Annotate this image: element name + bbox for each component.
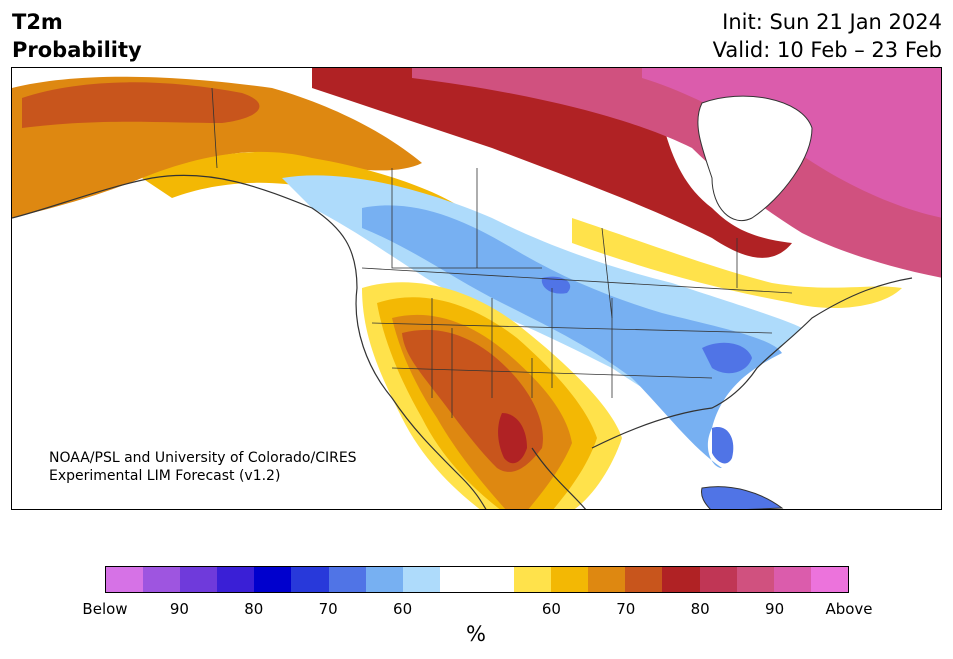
colorbar [105,566,849,593]
coastlines [12,174,913,509]
colorbar-tick-label: 80 [244,600,264,618]
valid-range: Valid: 10 Feb – 23 Feb [712,38,942,62]
colorbar-segment [365,567,403,592]
colorbar-segment [106,567,144,592]
colorbar-segment [736,567,774,592]
cool-region-florida [712,427,734,464]
colorbar-segment [402,567,440,592]
colorbar-segment [514,567,552,592]
north-america-map [12,68,941,509]
colorbar-segment [773,567,811,592]
colorbar-tick-label: 80 [690,600,710,618]
colorbar-tick-label: 70 [616,600,636,618]
colorbar-segment [662,567,700,592]
colorbar-segment [439,567,477,592]
colorbar-segment [625,567,663,592]
warm-region-alaska-inner [22,82,260,128]
cool-region-dark-east [702,342,752,374]
cool-region-dark [541,276,571,294]
credit-line2: Experimental LIM Forecast (v1.2) [49,468,281,484]
warm-region-canada-red [312,68,792,258]
colorbar-tick-label: 70 [318,600,338,618]
colorbar-tick-label: 60 [541,600,561,618]
colorbar-segment [180,567,218,592]
colorbar-segment [588,567,626,592]
colorbar-segment [810,567,848,592]
political-boundaries [211,87,793,418]
forecast-dates: Init: Sun 21 Jan 2024 Valid: 10 Feb – 23… [713,8,942,64]
map-title: T2m Probability [12,8,142,64]
colorbar-segment [291,567,329,592]
init-date: Init: Sun 21 Jan 2024 [722,10,942,34]
colorbar-unit: % [466,622,486,646]
colorbar-tick-label: Below [82,600,128,618]
colorbar-tick-label: Above [825,600,873,618]
colorbar-tick-label: 90 [765,600,785,618]
colorbar-segment [328,567,366,592]
hudson-bay [697,95,813,221]
colorbar-tick-label: 90 [169,600,189,618]
colorbar-segment [217,567,255,592]
title-variable: T2m [12,10,63,34]
colorbar-labels: Below 90 80 70 60 60 70 80 90 Above [82,600,872,620]
colorbar-tick-label: 60 [393,600,413,618]
colorbar-segment [476,567,515,592]
forecast-map [11,67,942,510]
warm-region-mexico-red [498,413,527,464]
colorbar-segment [699,567,737,592]
colorbar-segment [551,567,589,592]
map-credit: NOAA/PSL and University of Colorado/CIRE… [49,449,357,485]
cool-region-medium [362,205,782,469]
credit-line1: NOAA/PSL and University of Colorado/CIRE… [49,450,357,466]
title-kind: Probability [12,38,142,62]
cuba [701,486,784,509]
colorbar-segment [254,567,292,592]
colorbar-segment [143,567,181,592]
